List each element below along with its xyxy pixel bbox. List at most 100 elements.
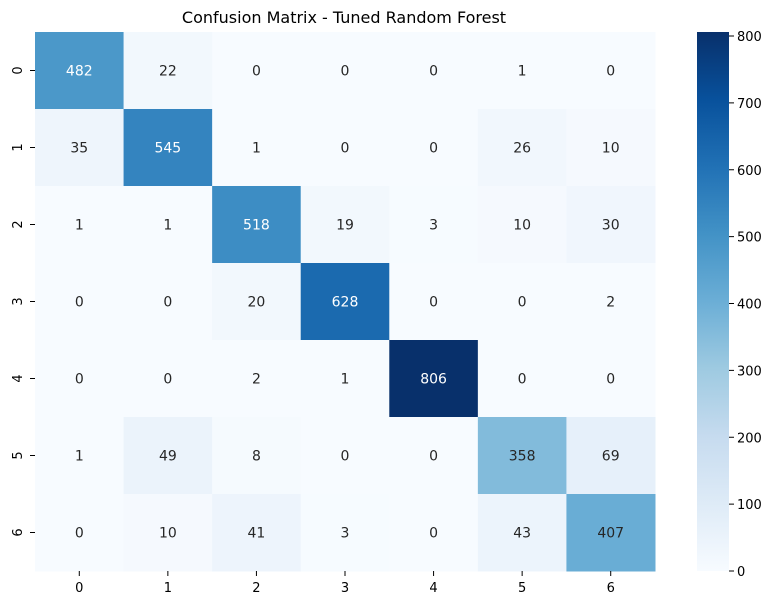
heatmap-cell-r6-c4 [389,494,479,572]
cell-value-r5-c1: 49 [159,449,177,465]
colorbar-axis: 0 100 200 300 400 500 600 700 800 [729,30,762,580]
heatmap-cell-r4-c2 [212,340,302,418]
heatmap-cell-r0-c6 [566,32,656,110]
cell-value-r3-c2: 20 [248,295,266,311]
heatmap-cell-r5-c4 [389,417,479,495]
cell-value-r6-c2: 41 [248,526,266,542]
heatmap-cell-r2-c2 [212,186,302,264]
heatmap-cell-r3-c6 [566,263,656,341]
cell-value-r0-c5: 1 [518,64,527,80]
heatmap-cell-r1-c2 [212,109,302,187]
x-tick-label: 5 [518,581,526,596]
heatmap-cell-r6-c2 [212,494,302,572]
cell-value-r6-c4: 0 [429,526,438,542]
y-tick-label: 1 [11,143,26,151]
heatmap-cell-r2-c0 [35,186,125,264]
y-tick-label: 5 [11,451,26,459]
cell-value-r2-c6: 30 [602,218,620,234]
cell-value-r2-c2: 518 [243,218,270,234]
cell-value-r2-c4: 3 [429,218,438,234]
heatmap-cell-r1-c1 [123,109,213,187]
heatmap-cell-r5-c1 [123,417,213,495]
heatmap-cell-r0-c4 [389,32,479,110]
cell-value-r1-c0: 35 [70,141,88,157]
cell-value-r0-c2: 0 [252,64,261,80]
cell-value-r4-c1: 0 [163,372,172,388]
x-tick-label: 0 [75,581,83,596]
cell-value-r3-c3: 628 [332,295,359,311]
x-tick-label: 4 [429,581,437,596]
cell-value-r4-c5: 0 [518,372,527,388]
cell-value-r3-c5: 0 [518,295,527,311]
cell-value-r5-c4: 0 [429,449,438,465]
cell-value-r1-c3: 0 [341,141,350,157]
cell-value-r0-c6: 0 [606,64,615,80]
cell-value-r0-c1: 22 [159,64,177,80]
heatmap-cell-r2-c6 [566,186,656,264]
cell-value-r2-c0: 1 [75,218,84,234]
x-tick-label: 6 [607,581,615,596]
x-tick-label: 3 [341,581,349,596]
cell-value-r1-c5: 26 [513,141,531,157]
heatmap-cell-r6-c5 [477,494,567,572]
colorbar-tick-label: 700 [737,97,762,112]
heatmap-cell-r1-c5 [477,109,567,187]
heatmap-cell-r2-c3 [300,186,390,264]
heatmap-cell-r3-c3 [300,263,390,341]
heatmap-cell-r5-c2 [212,417,302,495]
cell-value-r1-c1: 545 [154,141,181,157]
cell-value-r6-c5: 43 [513,526,531,542]
cell-value-r6-c0: 0 [75,526,84,542]
cell-value-r2-c3: 19 [336,218,354,234]
cell-value-r0-c4: 0 [429,64,438,80]
cell-value-r0-c0: 482 [66,64,93,80]
cell-value-r3-c1: 0 [163,295,172,311]
heatmap-cell-r4-c4 [389,340,479,418]
cell-value-r3-c0: 0 [75,295,84,311]
heatmap-cell-r0-c0 [35,32,125,110]
heatmap-cell-labels: 482 22 0 0 0 1 035 545 1 0 0 26 101 1 518 19 3 10 300 0 20 62… [66,64,624,542]
cell-value-r1-c4: 0 [429,141,438,157]
heatmap-cell-r4-c0 [35,340,125,418]
heatmap-cell-r6-c6 [566,494,656,572]
heatmap-cell-r3-c5 [477,263,567,341]
cell-value-r6-c6: 407 [597,526,624,542]
cell-value-r5-c5: 358 [509,449,536,465]
heatmap-cell-r5-c5 [477,417,567,495]
heatmap-cell-r5-c6 [566,417,656,495]
cell-value-r0-c3: 0 [341,64,350,80]
colorbar-tick-label: 300 [737,364,762,379]
colorbar-tick-label: 0 [737,565,745,580]
cell-value-r3-c4: 0 [429,295,438,311]
cell-value-r1-c6: 10 [602,141,620,157]
heatmap-cell-r1-c6 [566,109,656,187]
y-tick-label: 4 [11,374,26,382]
colorbar [697,32,729,571]
heatmap-cell-r0-c2 [212,32,302,110]
heatmap-cell-r3-c4 [389,263,479,341]
heatmap-cell-r2-c1 [123,186,213,264]
colorbar-tick-label: 500 [737,231,762,246]
cell-value-r5-c2: 8 [252,449,261,465]
cell-value-r6-c3: 3 [341,526,350,542]
heatmap-cells [35,32,656,572]
heatmap-cell-r1-c0 [35,109,125,187]
heatmap-cell-r0-c5 [477,32,567,110]
colorbar-tick-label: 600 [737,164,762,179]
heatmap-cell-r3-c0 [35,263,125,341]
cell-value-r2-c1: 1 [163,218,172,234]
cell-value-r3-c6: 2 [606,295,615,311]
heatmap-cell-r0-c1 [123,32,213,110]
heatmap-cell-r6-c3 [300,494,390,572]
cell-value-r5-c0: 1 [75,449,84,465]
y-tick-label: 2 [11,220,26,228]
cell-value-r4-c6: 0 [606,372,615,388]
cell-value-r5-c6: 69 [602,449,620,465]
cell-value-r1-c2: 1 [252,141,261,157]
heatmap-cell-r2-c4 [389,186,479,264]
colorbar-tick-label: 100 [737,498,762,513]
heatmap-cell-r4-c1 [123,340,213,418]
heatmap-cell-r6-c0 [35,494,125,572]
cell-value-r4-c4: 806 [420,372,447,388]
